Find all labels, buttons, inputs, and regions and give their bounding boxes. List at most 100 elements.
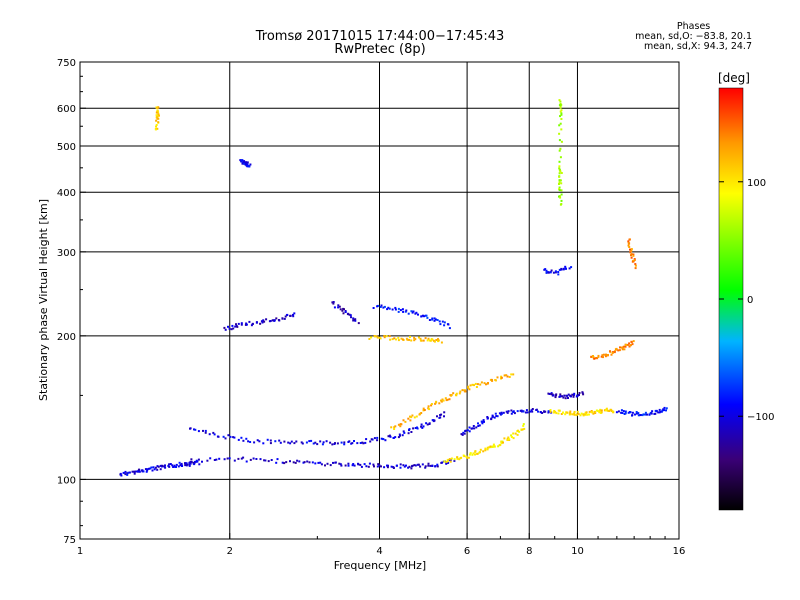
- echo-point: [347, 464, 350, 467]
- echo-point: [428, 408, 431, 411]
- x-tick-label: 6: [464, 546, 470, 557]
- echo-point: [592, 356, 595, 359]
- echo-point: [365, 438, 368, 441]
- echo-point: [209, 457, 212, 460]
- echo-point: [559, 100, 562, 103]
- echo-point: [261, 321, 264, 324]
- echo-point: [364, 441, 367, 444]
- echo-point: [217, 435, 220, 438]
- echo-point: [159, 468, 162, 471]
- stats-x-mode: mean, sd,X: 94.3, 24.7: [643, 41, 752, 52]
- echo-point: [157, 111, 160, 114]
- echo-point: [416, 463, 419, 466]
- echo-point: [630, 254, 632, 257]
- echo-point: [632, 340, 635, 343]
- echo-point: [634, 413, 636, 416]
- echo-point: [152, 466, 155, 469]
- echo-point: [605, 407, 608, 410]
- echo-point: [510, 434, 513, 437]
- y-tick-label: 750: [57, 58, 76, 69]
- echo-point: [245, 161, 247, 164]
- echo-point: [630, 253, 633, 256]
- echo-point: [455, 392, 458, 395]
- echo-point: [491, 414, 494, 417]
- echo-point: [262, 442, 265, 445]
- echo-point: [628, 246, 631, 248]
- echo-point: [573, 410, 576, 413]
- echo-point: [631, 260, 634, 263]
- echo-point: [157, 465, 160, 468]
- echo-point: [621, 348, 624, 351]
- stats-o-mode: mean, sd,O: −83.8, 20.1: [635, 31, 752, 42]
- echo-point: [388, 307, 391, 310]
- echo-point: [411, 414, 414, 417]
- echo-point: [370, 438, 373, 441]
- echo-point: [124, 473, 127, 476]
- echo-point: [260, 320, 263, 323]
- echo-point: [155, 125, 157, 128]
- echo-point: [522, 410, 525, 413]
- echo-point: [128, 471, 131, 474]
- echo-point: [365, 465, 368, 468]
- echo-point: [240, 457, 243, 460]
- echo-point: [177, 465, 180, 468]
- echo-point: [462, 454, 465, 457]
- echo-point: [383, 305, 386, 308]
- echo-point: [461, 433, 464, 436]
- echo-point: [601, 354, 604, 357]
- echo-point: [522, 423, 525, 426]
- echo-point: [325, 440, 328, 443]
- echo-point: [624, 410, 627, 413]
- echo-point: [479, 451, 481, 454]
- echo-point: [435, 400, 438, 403]
- echo-point: [245, 323, 248, 326]
- echo-point: [590, 410, 593, 412]
- echo-point: [550, 392, 553, 395]
- echo-point: [363, 463, 366, 466]
- echo-point: [433, 319, 436, 322]
- echo-point: [424, 466, 427, 469]
- echo-point: [375, 335, 378, 338]
- echo-point: [350, 316, 352, 319]
- echo-point: [600, 411, 603, 414]
- echo-point: [406, 338, 409, 341]
- echo-point: [234, 325, 237, 328]
- echo-point: [410, 339, 413, 342]
- echo-point: [410, 416, 413, 419]
- echo-point: [549, 271, 552, 274]
- echo-point: [228, 457, 231, 460]
- echo-point: [560, 109, 563, 112]
- echo-point: [437, 339, 440, 342]
- echo-point: [334, 461, 337, 464]
- echo-point: [228, 327, 231, 330]
- echo-point: [500, 376, 503, 379]
- echo-point: [305, 441, 308, 444]
- echo-point: [397, 436, 400, 439]
- echo-point: [558, 189, 561, 192]
- echo-point: [565, 411, 568, 414]
- y-axis-label: Stationary phase Virtual Height [km]: [37, 199, 50, 401]
- echo-point: [395, 464, 398, 467]
- echo-point: [390, 465, 393, 468]
- echo-point: [155, 119, 158, 122]
- echo-point: [484, 447, 487, 450]
- echo-point: [559, 122, 562, 125]
- echo-point: [168, 463, 171, 466]
- echo-point: [560, 140, 563, 143]
- echo-point: [436, 463, 439, 466]
- echo-point: [610, 410, 613, 412]
- echo-point: [420, 339, 423, 342]
- echo-point: [544, 268, 547, 271]
- echo-point: [245, 460, 248, 463]
- echo-point: [184, 462, 187, 465]
- echo-point: [561, 395, 563, 398]
- echo-point: [439, 323, 442, 326]
- echo-point: [417, 463, 420, 466]
- echo-point: [189, 462, 192, 465]
- echo-point: [212, 431, 215, 434]
- echo-point: [352, 317, 355, 320]
- echo-point: [341, 309, 344, 312]
- echo-point: [410, 431, 413, 433]
- echo-point: [149, 467, 152, 470]
- echo-point: [277, 319, 280, 321]
